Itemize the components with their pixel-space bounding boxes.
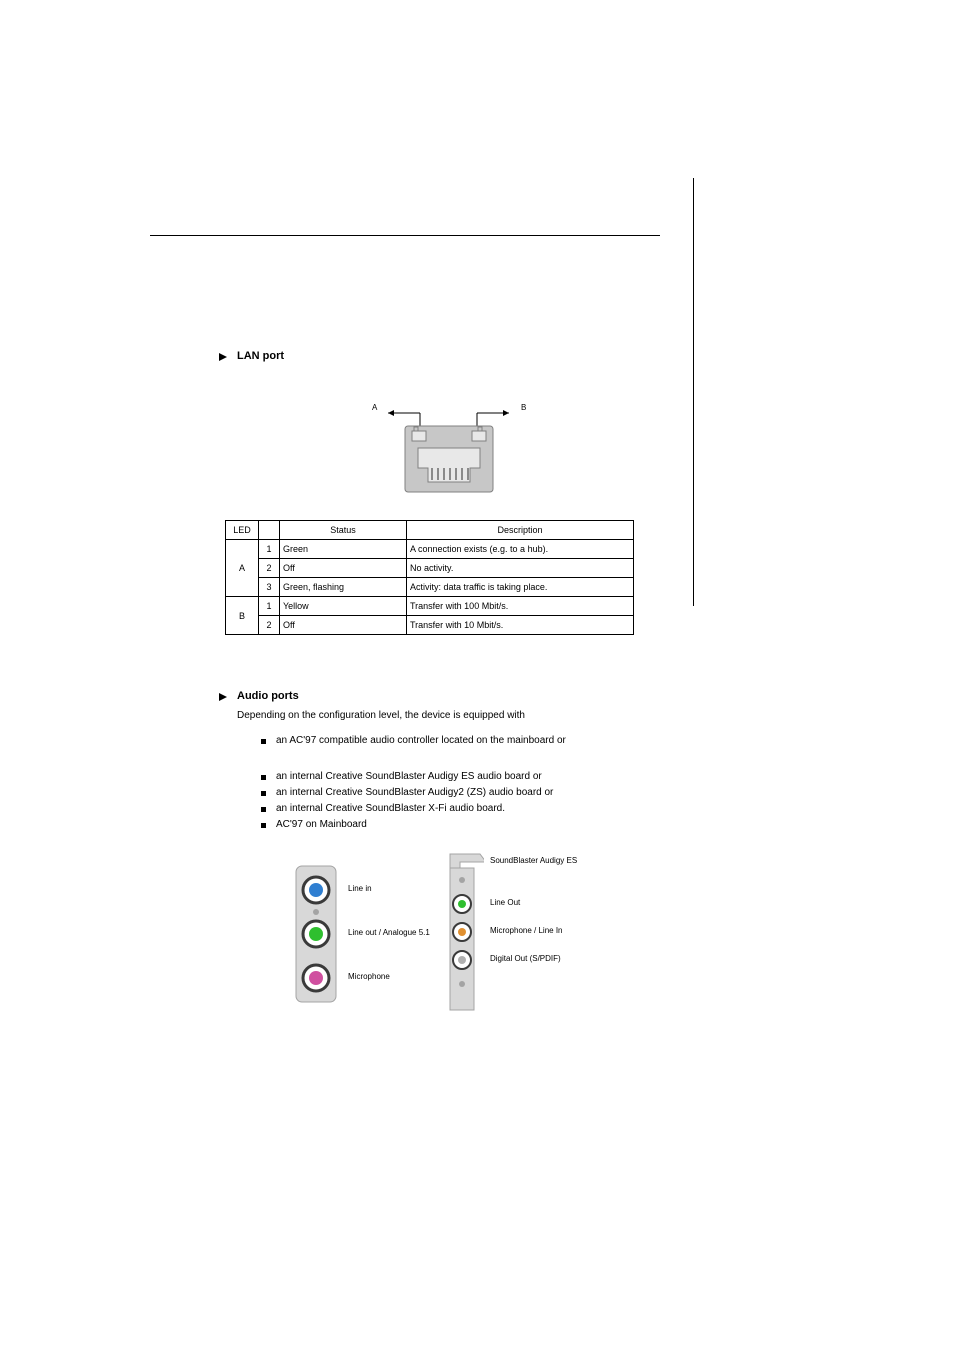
- table-header-row: LED Status Description: [226, 521, 634, 540]
- table-row: 2 Off No activity.: [226, 559, 634, 578]
- audio-bullet-0: an AC'97 compatible audio controller loc…: [276, 735, 566, 748]
- audio-onboard-diagram: [290, 862, 342, 1006]
- audio-bullet-1: an internal Creative SoundBlaster Audigy…: [276, 771, 542, 784]
- square-bullet-icon: [261, 739, 266, 744]
- table-row: A 1 Green A connection exists (e.g. to a…: [226, 540, 634, 559]
- col-mean: Description: [407, 521, 634, 540]
- line-out-label: Line out / Analogue 5.1: [348, 928, 430, 938]
- page-top-rule: [150, 235, 660, 236]
- audio-card-diagram: [432, 852, 484, 1016]
- section-bullet-icon: [219, 693, 227, 701]
- table-row: 3 Green, flashing Activity: data traffic…: [226, 578, 634, 597]
- mic-label: Microphone: [348, 972, 390, 982]
- square-bullet-icon: [261, 823, 266, 828]
- square-bullet-icon: [261, 807, 266, 812]
- audio-intro: Depending on the configuration level, th…: [237, 710, 525, 723]
- audigy-heading: SoundBlaster Audigy ES: [490, 856, 577, 866]
- audio-ports-heading: Audio ports: [237, 690, 299, 704]
- audigy-line-out-label: Line Out: [490, 898, 520, 908]
- audio-bullet-2: an internal Creative SoundBlaster Audigy…: [276, 787, 553, 800]
- audigy-mic-label: Microphone / Line In: [490, 926, 563, 936]
- square-bullet-icon: [261, 791, 266, 796]
- lan-port-diagram: [370, 398, 535, 498]
- lan-port-heading: LAN port: [237, 350, 284, 364]
- table-row: 2 Off Transfer with 10 Mbit/s.: [226, 616, 634, 635]
- col-led: LED: [226, 521, 259, 540]
- lan-led-label-b: B: [521, 403, 526, 413]
- lan-led-table: LED Status Description A 1 Green A conne…: [225, 520, 634, 635]
- page-side-rule: [693, 178, 694, 606]
- section-bullet-icon: [219, 353, 227, 361]
- audio-bullet-3: an internal Creative SoundBlaster X-Fi a…: [276, 803, 505, 816]
- audio-bullet-4: AC'97 on Mainboard: [276, 819, 367, 832]
- audigy-digital-label: Digital Out (S/PDIF): [490, 954, 561, 964]
- col-state: Status: [280, 521, 407, 540]
- table-row: B 1 Yellow Transfer with 100 Mbit/s.: [226, 597, 634, 616]
- lan-led-label-a: A: [372, 403, 377, 413]
- line-in-label: Line in: [348, 884, 372, 894]
- square-bullet-icon: [261, 775, 266, 780]
- col-n: [259, 521, 280, 540]
